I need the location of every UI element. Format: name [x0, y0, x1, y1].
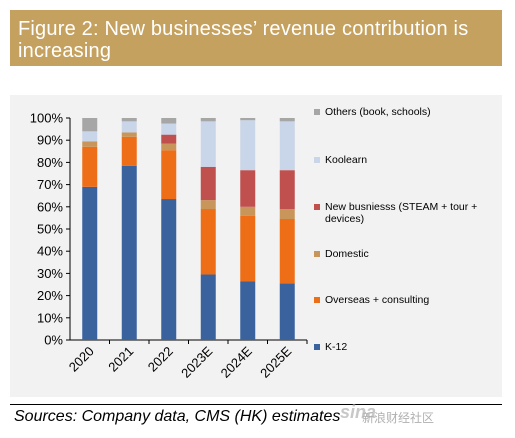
y-tick-label: 80% — [37, 155, 63, 170]
legend-label-others: Others (book, schools) — [325, 106, 431, 118]
y-tick-label: 20% — [37, 288, 63, 303]
bar-segment-new_business — [200, 166, 216, 201]
y-tick-label: 70% — [37, 177, 63, 192]
legend-swatch-new_business — [314, 204, 320, 210]
bar-segment-domestic — [240, 206, 256, 216]
legend-label-koolearn: Koolearn — [325, 154, 367, 166]
bar-segment-domestic — [161, 143, 177, 151]
chart-panel: 0% 10% 20% 30% 40% 50% 60% 70% 80% 90% 100% 2020 202… — [10, 95, 502, 397]
bar-segment-overseas — [161, 150, 177, 200]
legend-swatch-overseas — [314, 297, 320, 303]
legend-swatch-koolearn — [314, 157, 320, 163]
legend-label-overseas: Overseas + consulting — [325, 294, 429, 306]
bar-segment-koolearn — [279, 121, 295, 171]
legend-swatch-domestic — [314, 251, 320, 257]
bar-segment-koolearn — [82, 131, 98, 142]
bar-segment-others — [121, 118, 137, 122]
bar-segment-domestic — [121, 132, 137, 137]
bar-segment-others — [161, 118, 177, 124]
bar-segment-k12 — [121, 165, 137, 340]
bar-segment-others — [82, 118, 98, 132]
x-tick-label: 2025E — [257, 343, 294, 380]
bar-segment-others — [240, 118, 256, 121]
bar-segment-new_business — [161, 134, 177, 144]
bar-segment-overseas — [200, 209, 216, 275]
x-tick-label: 2022 — [145, 344, 176, 375]
legend-label-k12: K-12 — [325, 341, 347, 353]
y-tick-label: 60% — [37, 199, 63, 214]
figure-title-bar: Figure 2: New businesses’ revenue contri… — [10, 10, 502, 66]
bar-segment-koolearn — [161, 123, 177, 135]
bar-segment-koolearn — [200, 121, 216, 167]
legend-label-domestic: Domestic — [325, 248, 369, 260]
legend-label-new_business: New busniesss (STEAM + tour + devices) — [325, 201, 477, 225]
legend-swatch-k12 — [314, 344, 320, 350]
bar-segment-k12 — [279, 283, 295, 340]
bar-segment-k12 — [161, 199, 177, 340]
y-tick-label: 30% — [37, 266, 63, 281]
bar-segment-koolearn — [121, 121, 137, 133]
y-tick-label: 100% — [30, 111, 64, 126]
bar-segment-domestic — [279, 209, 295, 220]
source-note: Sources: Company data, CMS (HK) estimate… — [14, 408, 341, 425]
bar-segment-new_business — [279, 170, 295, 210]
y-tick-label: 50% — [37, 222, 63, 237]
bar-segment-overseas — [240, 215, 256, 282]
bar-segment-new_business — [240, 170, 256, 207]
bar-segment-overseas — [82, 146, 98, 187]
bar-segment-koolearn — [240, 120, 256, 171]
x-tick-label: 2021 — [105, 344, 136, 375]
legend-swatch-others — [314, 109, 320, 115]
bar-segment-domestic — [200, 200, 216, 210]
x-tick-label: 2020 — [66, 344, 97, 375]
source-divider — [10, 404, 502, 405]
y-tick-label: 0% — [44, 333, 63, 348]
bar-segment-domestic — [82, 141, 98, 147]
bar-segment-k12 — [200, 274, 216, 340]
figure-title: Figure 2: New businesses’ revenue contri… — [18, 18, 469, 62]
x-tick-label: 2023E — [178, 343, 215, 380]
x-tick-label: 2024E — [218, 343, 255, 380]
y-tick-label: 90% — [37, 133, 63, 148]
watermark-text: 新浪财经社区 — [362, 411, 435, 425]
bar-segment-overseas — [279, 219, 295, 284]
y-tick-label: 40% — [37, 244, 63, 259]
bar-segment-k12 — [240, 281, 256, 340]
stacked-bar-chart: 0% 10% 20% 30% 40% 50% 60% 70% 80% 90% 100% 2020 202… — [30, 106, 478, 381]
bar-segment-k12 — [82, 186, 98, 340]
watermark-logo: sina — [340, 402, 377, 422]
bar-segment-others — [279, 118, 295, 122]
bar-segment-overseas — [121, 136, 137, 166]
bar-segment-others — [200, 118, 216, 122]
y-tick-label: 10% — [37, 310, 63, 325]
